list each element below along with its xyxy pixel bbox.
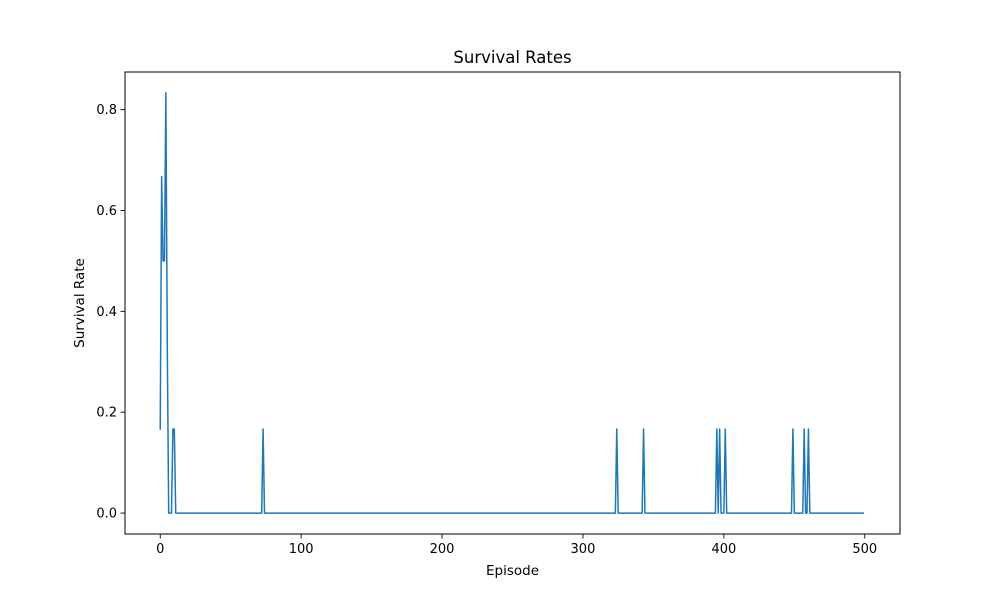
x-tick-label: 500 (852, 542, 877, 557)
plot-frame (124, 71, 901, 535)
plot-area: 0 100 200 300 400 500 0.0 0.2 0.4 0.6 0.8 (96, 71, 901, 557)
plot-background (125, 72, 900, 534)
x-axis-label: Episode (486, 563, 539, 579)
y-axis-ticks: 0.0 0.2 0.4 0.6 0.8 (96, 103, 125, 522)
series-line-0 (159, 92, 865, 514)
chart-title: Survival Rates (453, 48, 571, 67)
x-axis-ticks: 0 100 200 300 400 500 (156, 534, 877, 557)
y-tick-label: 0.6 (96, 204, 117, 219)
x-tick-label: 400 (711, 542, 736, 557)
y-axis-label: Survival Rate (72, 258, 88, 348)
y-tick-label: 0.2 (96, 406, 117, 421)
y-tick-label: 0.0 (96, 507, 117, 522)
x-tick-label: 200 (430, 542, 455, 557)
series-layer (159, 92, 865, 514)
x-tick-label: 100 (289, 542, 314, 557)
x-tick-label: 300 (571, 542, 596, 557)
x-tick-label: 0 (156, 542, 164, 557)
y-tick-label: 0.4 (96, 305, 117, 320)
y-tick-label: 0.8 (96, 103, 117, 118)
